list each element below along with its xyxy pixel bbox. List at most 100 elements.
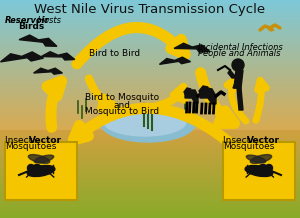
- Polygon shape: [0, 206, 300, 207]
- Text: Insect: Insect: [223, 136, 253, 145]
- Ellipse shape: [28, 165, 34, 172]
- Polygon shape: [0, 79, 300, 80]
- Polygon shape: [0, 15, 300, 16]
- Polygon shape: [0, 204, 300, 205]
- Polygon shape: [0, 34, 300, 35]
- Polygon shape: [0, 164, 300, 165]
- Polygon shape: [0, 7, 300, 8]
- Polygon shape: [0, 207, 300, 208]
- Text: Mosquito to Bird: Mosquito to Bird: [85, 107, 159, 116]
- Ellipse shape: [245, 165, 273, 177]
- Polygon shape: [0, 163, 300, 164]
- Polygon shape: [185, 90, 198, 103]
- Polygon shape: [0, 210, 300, 211]
- Polygon shape: [0, 135, 300, 136]
- Polygon shape: [0, 57, 300, 58]
- Polygon shape: [0, 89, 300, 90]
- Text: Reservoir: Reservoir: [5, 16, 50, 25]
- Polygon shape: [0, 106, 300, 107]
- Polygon shape: [0, 75, 300, 76]
- Polygon shape: [0, 150, 300, 151]
- Polygon shape: [0, 196, 300, 197]
- Polygon shape: [0, 194, 300, 195]
- Polygon shape: [0, 62, 300, 63]
- Polygon shape: [0, 130, 300, 131]
- Polygon shape: [0, 184, 300, 185]
- Text: Bird to Bird: Bird to Bird: [89, 48, 141, 58]
- Polygon shape: [0, 216, 300, 217]
- Polygon shape: [0, 127, 300, 128]
- Polygon shape: [0, 180, 300, 181]
- Ellipse shape: [266, 165, 272, 172]
- Polygon shape: [0, 151, 300, 152]
- Polygon shape: [41, 52, 75, 60]
- Polygon shape: [200, 88, 216, 104]
- Polygon shape: [184, 88, 191, 94]
- Polygon shape: [0, 157, 300, 158]
- Polygon shape: [0, 197, 300, 198]
- Polygon shape: [0, 121, 300, 123]
- Ellipse shape: [104, 108, 186, 136]
- Polygon shape: [0, 14, 300, 15]
- Polygon shape: [0, 123, 300, 124]
- Polygon shape: [0, 211, 300, 212]
- Polygon shape: [0, 4, 300, 5]
- Polygon shape: [0, 172, 300, 173]
- Polygon shape: [0, 13, 300, 14]
- Polygon shape: [0, 132, 300, 133]
- Polygon shape: [0, 92, 300, 93]
- Polygon shape: [0, 199, 300, 200]
- Polygon shape: [0, 165, 300, 166]
- Polygon shape: [0, 137, 300, 138]
- Polygon shape: [0, 104, 300, 105]
- Polygon shape: [0, 131, 300, 132]
- Polygon shape: [0, 100, 300, 101]
- Text: Hosts: Hosts: [35, 16, 61, 25]
- Polygon shape: [1, 52, 44, 62]
- Polygon shape: [0, 190, 300, 191]
- Polygon shape: [0, 48, 300, 49]
- Polygon shape: [0, 183, 300, 184]
- Polygon shape: [0, 53, 300, 54]
- Polygon shape: [0, 12, 300, 13]
- Polygon shape: [0, 61, 300, 62]
- Polygon shape: [0, 88, 300, 89]
- Polygon shape: [0, 60, 300, 61]
- Polygon shape: [0, 189, 300, 190]
- Polygon shape: [0, 64, 300, 65]
- Text: People and Animals: People and Animals: [198, 49, 280, 58]
- Polygon shape: [0, 174, 300, 175]
- Ellipse shape: [258, 165, 268, 174]
- Polygon shape: [0, 136, 300, 137]
- Polygon shape: [0, 148, 300, 149]
- Polygon shape: [0, 43, 300, 44]
- Polygon shape: [0, 97, 300, 99]
- Polygon shape: [0, 28, 300, 29]
- Polygon shape: [0, 77, 300, 78]
- Polygon shape: [0, 52, 300, 53]
- Text: Birds: Birds: [18, 22, 44, 31]
- Polygon shape: [0, 94, 300, 95]
- Polygon shape: [0, 27, 300, 28]
- Polygon shape: [0, 187, 300, 188]
- Polygon shape: [0, 8, 300, 9]
- Polygon shape: [0, 186, 300, 187]
- Polygon shape: [0, 149, 300, 150]
- Polygon shape: [0, 101, 300, 102]
- Polygon shape: [0, 3, 300, 4]
- FancyBboxPatch shape: [5, 142, 77, 200]
- Polygon shape: [0, 195, 300, 196]
- Text: West Nile Virus Transmission Cycle: West Nile Virus Transmission Cycle: [34, 3, 266, 16]
- Polygon shape: [0, 133, 300, 135]
- Polygon shape: [0, 198, 300, 199]
- Polygon shape: [0, 103, 300, 104]
- Polygon shape: [0, 31, 300, 32]
- Text: Vector: Vector: [247, 136, 280, 145]
- Polygon shape: [0, 158, 300, 159]
- Text: and: and: [113, 100, 130, 109]
- Polygon shape: [0, 42, 300, 43]
- Polygon shape: [0, 63, 300, 64]
- Polygon shape: [0, 153, 300, 154]
- Polygon shape: [0, 78, 300, 79]
- Polygon shape: [0, 20, 300, 22]
